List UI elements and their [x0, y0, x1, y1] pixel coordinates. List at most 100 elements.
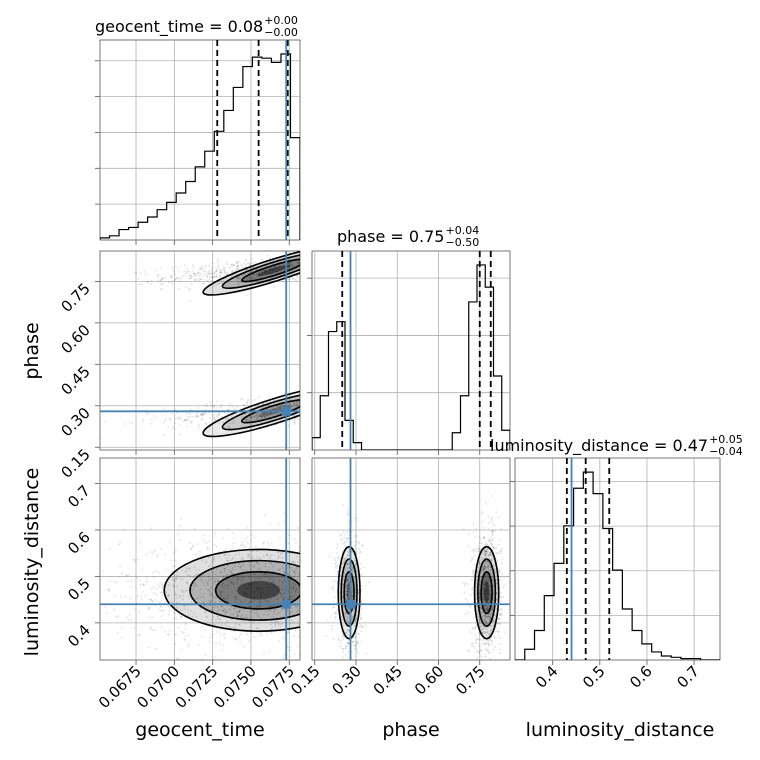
sample-point — [346, 629, 349, 632]
sample-point — [165, 417, 167, 420]
sample-point — [282, 598, 284, 600]
sample-point — [283, 259, 286, 262]
sample-point — [227, 574, 230, 577]
sample-point — [246, 541, 249, 544]
sample-point — [482, 592, 485, 595]
sample-point — [487, 554, 490, 557]
sample-point — [290, 591, 293, 594]
sample-point — [244, 617, 246, 619]
sample-point — [221, 269, 223, 272]
sample-point — [118, 543, 121, 546]
sample-point — [228, 569, 231, 572]
sample-point — [309, 410, 311, 412]
sample-point — [225, 557, 228, 560]
sample-point — [485, 566, 487, 569]
sample-point — [266, 554, 268, 557]
sample-point — [337, 557, 339, 560]
sample-point — [304, 271, 306, 273]
sample-point — [188, 567, 191, 570]
sample-point — [487, 616, 489, 619]
sample-point — [223, 608, 226, 610]
sample-point — [271, 407, 274, 409]
sample-point — [495, 629, 498, 632]
sample-point — [107, 588, 110, 591]
sample-point — [484, 667, 486, 669]
sample-point — [264, 269, 267, 272]
sample-point — [222, 597, 225, 600]
sample-point — [261, 417, 264, 419]
sample-point — [484, 583, 487, 586]
sample-point — [489, 615, 492, 618]
sample-point — [268, 605, 271, 608]
sample-point — [347, 623, 349, 625]
sample-point — [276, 405, 279, 407]
sample-point — [487, 566, 489, 569]
sample-point — [352, 644, 355, 647]
sample-point — [266, 592, 269, 595]
sample-point — [235, 553, 237, 556]
sample-point — [249, 271, 252, 274]
sample-point — [500, 614, 503, 617]
sample-point — [46, 584, 48, 586]
sample-point — [283, 597, 286, 599]
sample-point — [257, 272, 260, 275]
sample-point — [191, 415, 194, 418]
sample-point — [141, 583, 144, 586]
sample-point — [485, 616, 488, 619]
sample-point — [355, 570, 358, 573]
sample-point — [265, 610, 267, 613]
sample-point — [485, 550, 488, 553]
sample-point — [488, 597, 491, 600]
sample-point — [474, 626, 477, 628]
sample-point — [123, 423, 126, 425]
sample-point — [268, 408, 271, 411]
sample-point — [483, 589, 486, 592]
sample-point — [484, 553, 487, 556]
sample-point — [354, 636, 357, 638]
sample-point — [141, 421, 144, 423]
sample-point — [206, 402, 209, 405]
sample-point — [189, 408, 192, 411]
sample-point — [249, 611, 252, 614]
sample-point — [298, 573, 300, 576]
sample-point — [500, 579, 502, 581]
sample-point — [483, 643, 486, 646]
sample-point — [253, 599, 256, 602]
sample-point — [234, 273, 237, 276]
sample-point — [260, 415, 262, 418]
sample-point — [287, 261, 290, 264]
sample-point — [345, 565, 347, 568]
sample-point — [289, 263, 292, 265]
sample-point — [162, 421, 165, 424]
sample-point — [220, 594, 223, 597]
sample-point — [358, 547, 361, 550]
sample-point — [463, 591, 466, 594]
sample-point — [346, 579, 349, 582]
sample-point — [303, 577, 305, 579]
sample-point — [477, 610, 479, 613]
sample-point — [486, 639, 489, 641]
sample-point — [233, 595, 236, 598]
sample-point — [278, 536, 281, 539]
sample-point — [158, 600, 160, 603]
sample-point — [478, 651, 481, 654]
sample-point — [490, 642, 493, 645]
sample-point — [306, 410, 308, 412]
sample-point — [267, 601, 270, 603]
sample-point — [490, 612, 493, 615]
sample-point — [209, 593, 211, 596]
sample-point — [495, 574, 498, 577]
sample-point — [467, 532, 470, 535]
sample-point — [487, 598, 490, 600]
sample-point — [305, 571, 307, 573]
hist-panel-geocent_time — [95, 39, 301, 245]
sample-point — [259, 574, 262, 577]
sample-point — [170, 601, 173, 603]
sample-point — [486, 581, 489, 584]
sample-point — [346, 620, 349, 622]
sample-point — [480, 607, 483, 609]
sample-point — [192, 265, 195, 268]
sample-point — [237, 281, 239, 284]
sample-point — [215, 268, 218, 270]
sample-point — [222, 575, 225, 578]
